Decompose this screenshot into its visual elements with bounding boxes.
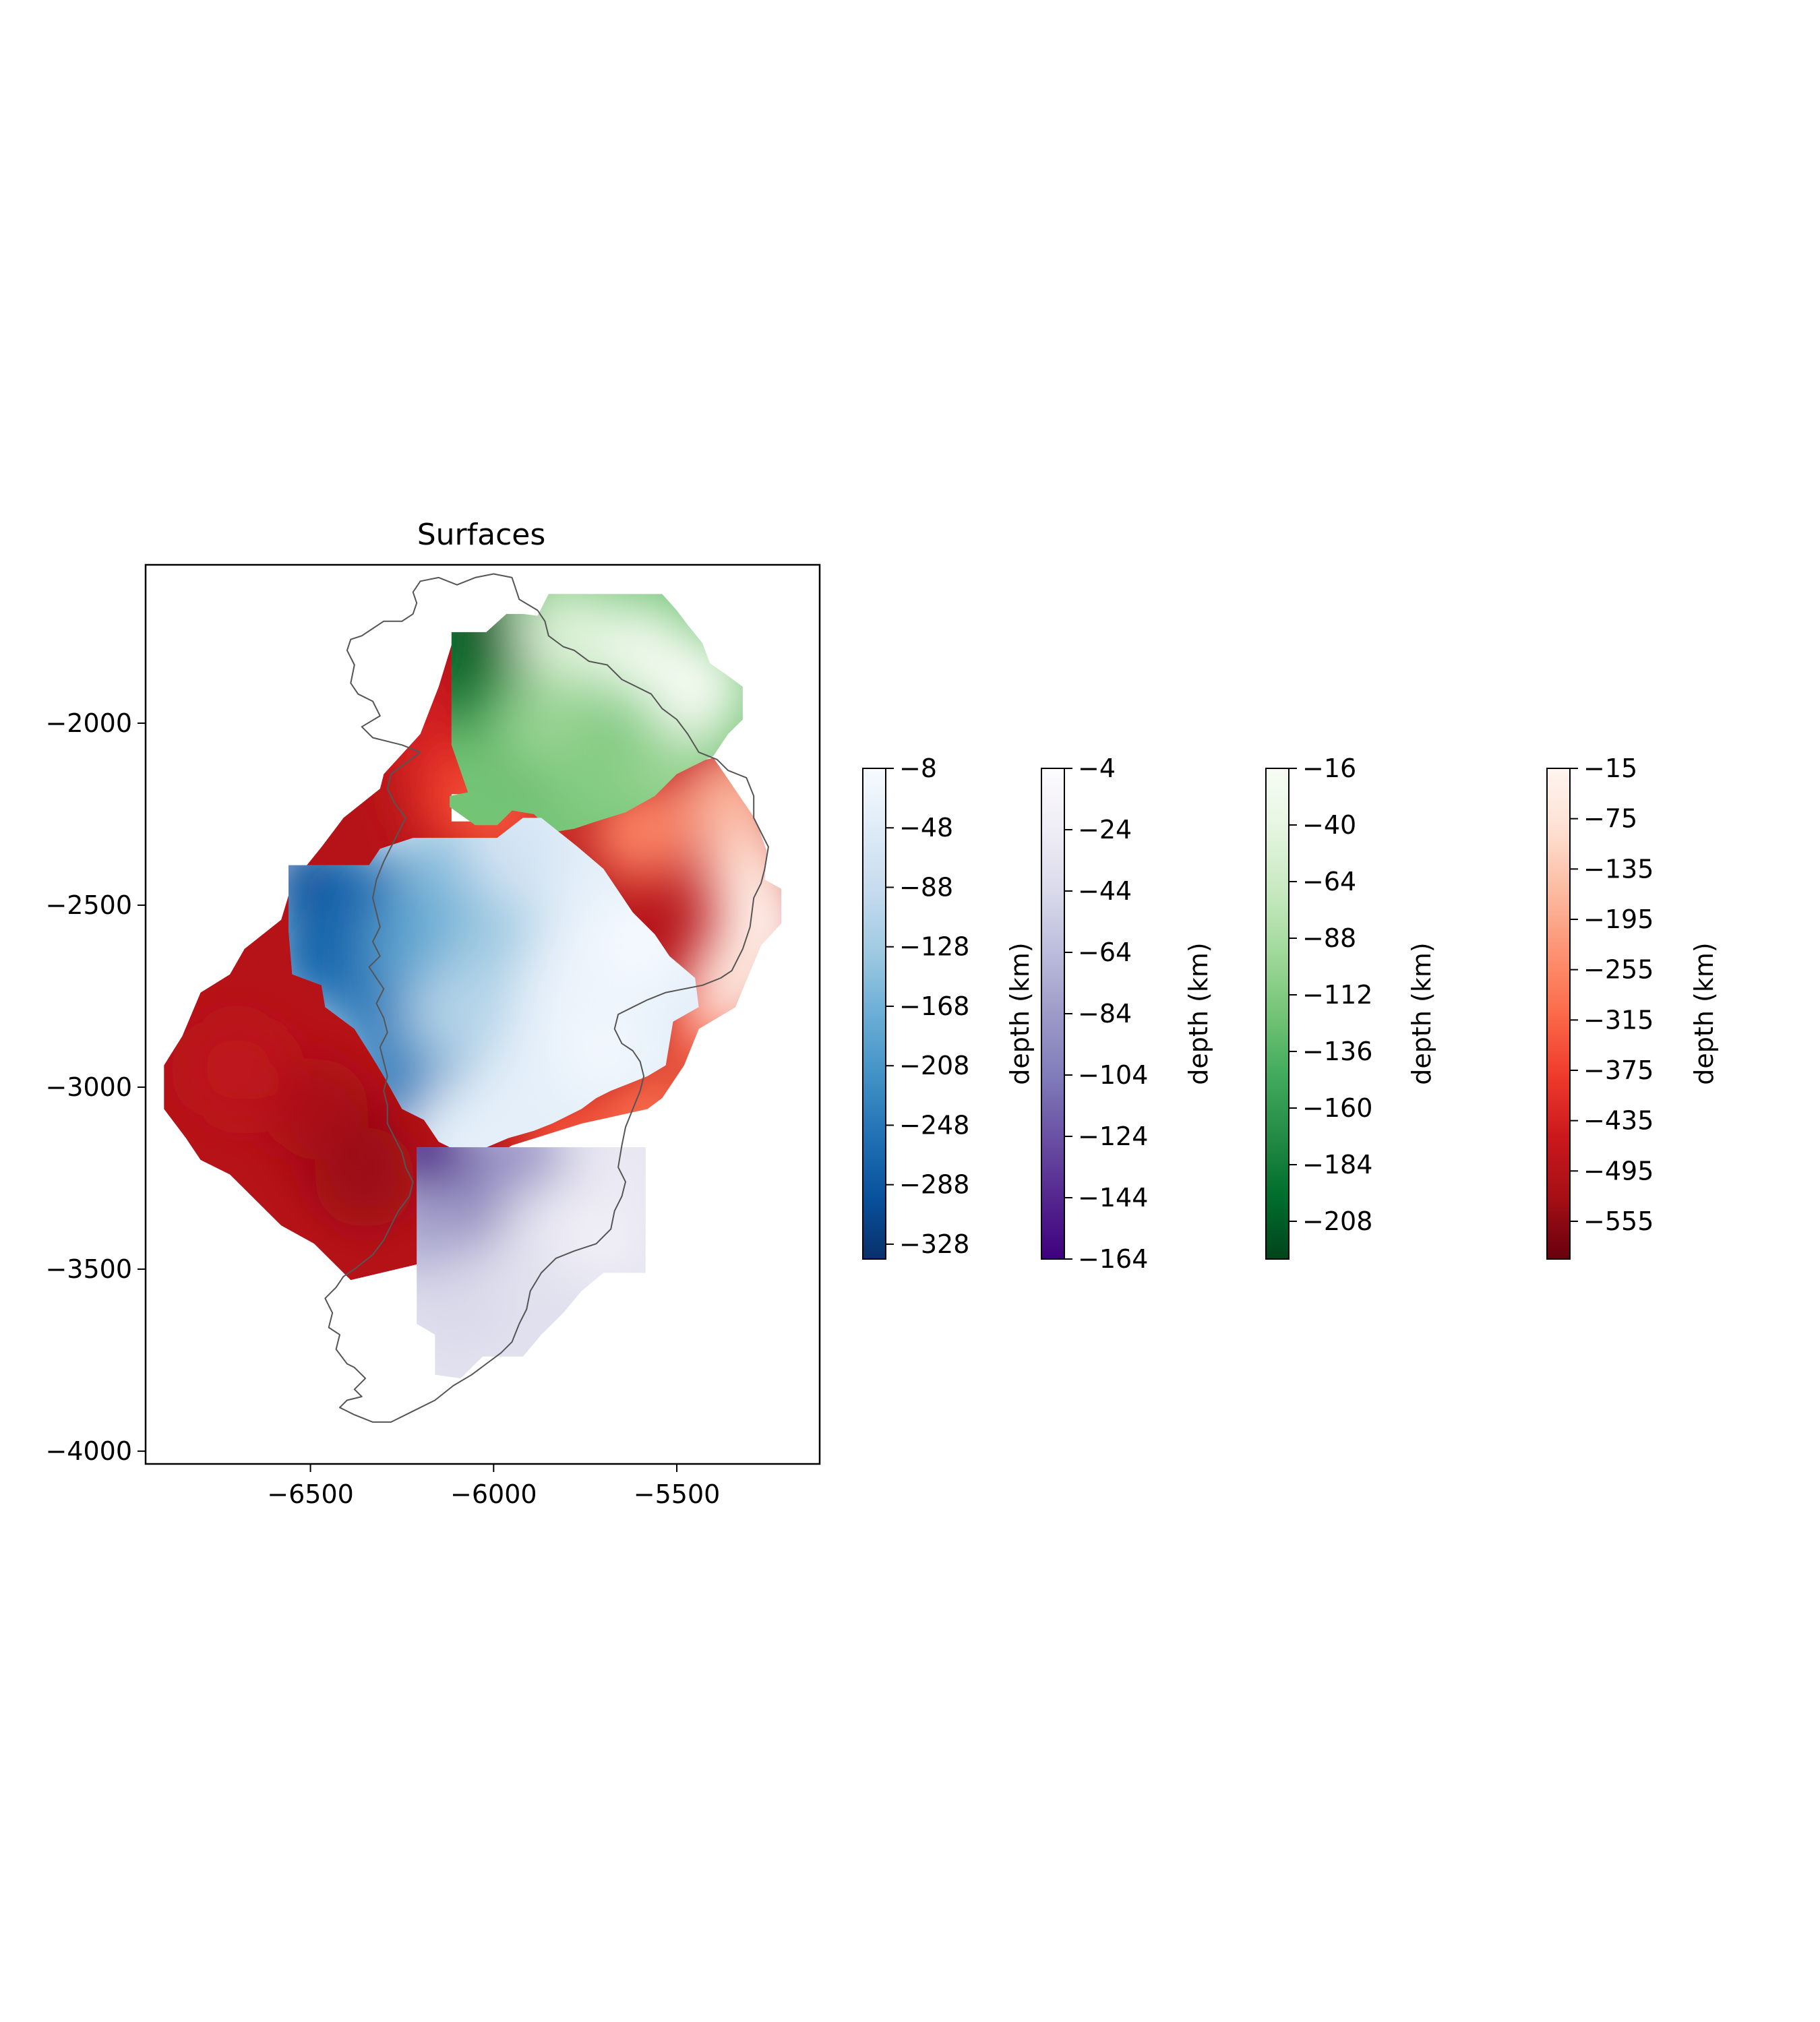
surface-sample-point <box>644 636 743 737</box>
surfaces-layer <box>164 594 781 1379</box>
colorbar-frame <box>1265 768 1290 1260</box>
colorbar-tick-label: −184 <box>1302 1150 1372 1180</box>
colorbar-tick-label: −112 <box>1302 980 1372 1010</box>
colorbar-tick-label: −128 <box>899 932 969 962</box>
colorbar-label: depth (km) <box>1407 942 1436 1084</box>
colorbar-1: −4 −24 −44 −64 −84 −104 −124 −144 −164 depth (km) <box>1041 754 1213 1274</box>
colorbar-tick-label: −135 <box>1583 854 1654 884</box>
surface-sample-point <box>413 1080 515 1153</box>
chart-title: Surfaces <box>417 518 546 552</box>
x-tick-label: −6000 <box>450 1479 537 1509</box>
y-tick-label: −2500 <box>45 890 132 920</box>
colorbar-tick-label: −495 <box>1583 1156 1654 1186</box>
surface-sample-point <box>571 1147 646 1229</box>
colorbar-tick-label: −64 <box>1078 938 1132 967</box>
surface-sample-point <box>406 964 508 1065</box>
colorbar-tick-label: −84 <box>1078 999 1132 1029</box>
x-tick-label: −5500 <box>634 1479 721 1509</box>
colorbar-tick-label: −208 <box>1302 1206 1372 1236</box>
x-tick-label: −6500 <box>267 1479 354 1509</box>
colorbar-tick-label: −64 <box>1302 867 1356 896</box>
colorbar-gradient <box>1547 768 1570 1259</box>
surface-sample-point <box>267 1058 369 1160</box>
colorbar-gradient <box>863 768 886 1259</box>
colorbar-tick-label: −75 <box>1583 804 1637 834</box>
colorbar-label: depth (km) <box>1689 942 1719 1084</box>
colorbar-tick-label: −48 <box>899 813 953 842</box>
colorbar-tick-label: −255 <box>1583 955 1654 985</box>
coastline <box>324 573 769 1423</box>
colorbar-gradient <box>1041 768 1064 1259</box>
colorbar-tick-label: −435 <box>1583 1106 1654 1136</box>
colorbar-tick-label: −124 <box>1078 1122 1148 1151</box>
colorbar-tick-label: −40 <box>1302 810 1356 840</box>
colorbar-tick-label: −8 <box>899 754 937 783</box>
colorbar-tick-label: −208 <box>899 1051 969 1080</box>
y-tick-label: −4000 <box>45 1436 132 1466</box>
axes: −6500 −6000 −5500 −2000 −2500 −3000 −3500 −4000 <box>45 563 821 1509</box>
colorbar-tick-label: −88 <box>1302 923 1356 953</box>
colorbar-tick-label: −328 <box>899 1229 969 1259</box>
colorbar-tick-label: −15 <box>1583 754 1637 783</box>
colorbar-tick-label: −136 <box>1302 1037 1372 1066</box>
colorbar-frame <box>862 768 886 1260</box>
colorbar-tick-label: −16 <box>1302 754 1356 783</box>
colorbar-tick-label: −104 <box>1078 1060 1148 1090</box>
surface-sample-point <box>497 1273 599 1375</box>
colorbar-frame <box>1546 768 1571 1260</box>
y-tick-label: −2000 <box>45 708 132 738</box>
y-tick-label: −3000 <box>45 1072 132 1102</box>
colorbar-2: −16 −40 −64 −88 −112 −136 −160 −184 −208 depth (k… <box>1265 754 1436 1260</box>
colorbar-0: −8 −48 −88 −128 −168 −208 −248 −288 −328 depth (k… <box>862 754 1035 1260</box>
surface-sample-point <box>186 1018 288 1120</box>
axes-frame <box>144 563 821 1465</box>
colorbar-label: depth (km) <box>1005 942 1035 1084</box>
surface-sample-point <box>688 927 781 1029</box>
colorbar-tick-label: −288 <box>899 1170 969 1200</box>
surface-3 <box>417 1147 646 1379</box>
surface-sample-point <box>417 1255 508 1357</box>
surface-2 <box>289 818 699 1153</box>
colorbar-tick-label: −24 <box>1078 815 1132 845</box>
surface-sample-point <box>553 1000 655 1101</box>
coastline-layer <box>324 573 769 1423</box>
colorbars: −8 −48 −88 −128 −168 −208 −248 −288 −328 depth (k… <box>862 754 1719 1274</box>
colorbar-tick-label: −44 <box>1078 876 1132 906</box>
colorbar-gradient <box>1266 768 1289 1259</box>
colorbar-tick-label: −375 <box>1583 1055 1654 1085</box>
colorbar-tick-label: −160 <box>1302 1093 1372 1123</box>
colorbar-label: depth (km) <box>1184 942 1213 1084</box>
colorbar-tick-label: −4 <box>1078 754 1116 783</box>
colorbar-tick-label: −88 <box>899 872 953 902</box>
colorbar-tick-label: −168 <box>899 991 969 1021</box>
colorbar-tick-label: −164 <box>1078 1244 1148 1274</box>
y-tick-label: −3500 <box>45 1254 132 1284</box>
colorbar-3: −15 −75 −135 −195 −255 −315 −375 −435 −495 −555 de… <box>1546 754 1719 1260</box>
colorbar-tick-label: −315 <box>1583 1005 1654 1035</box>
colorbar-tick-label: −195 <box>1583 905 1654 934</box>
colorbar-tick-label: −144 <box>1078 1183 1148 1213</box>
colorbar-tick-label: −248 <box>899 1110 969 1140</box>
colorbar-tick-label: −555 <box>1583 1206 1654 1236</box>
